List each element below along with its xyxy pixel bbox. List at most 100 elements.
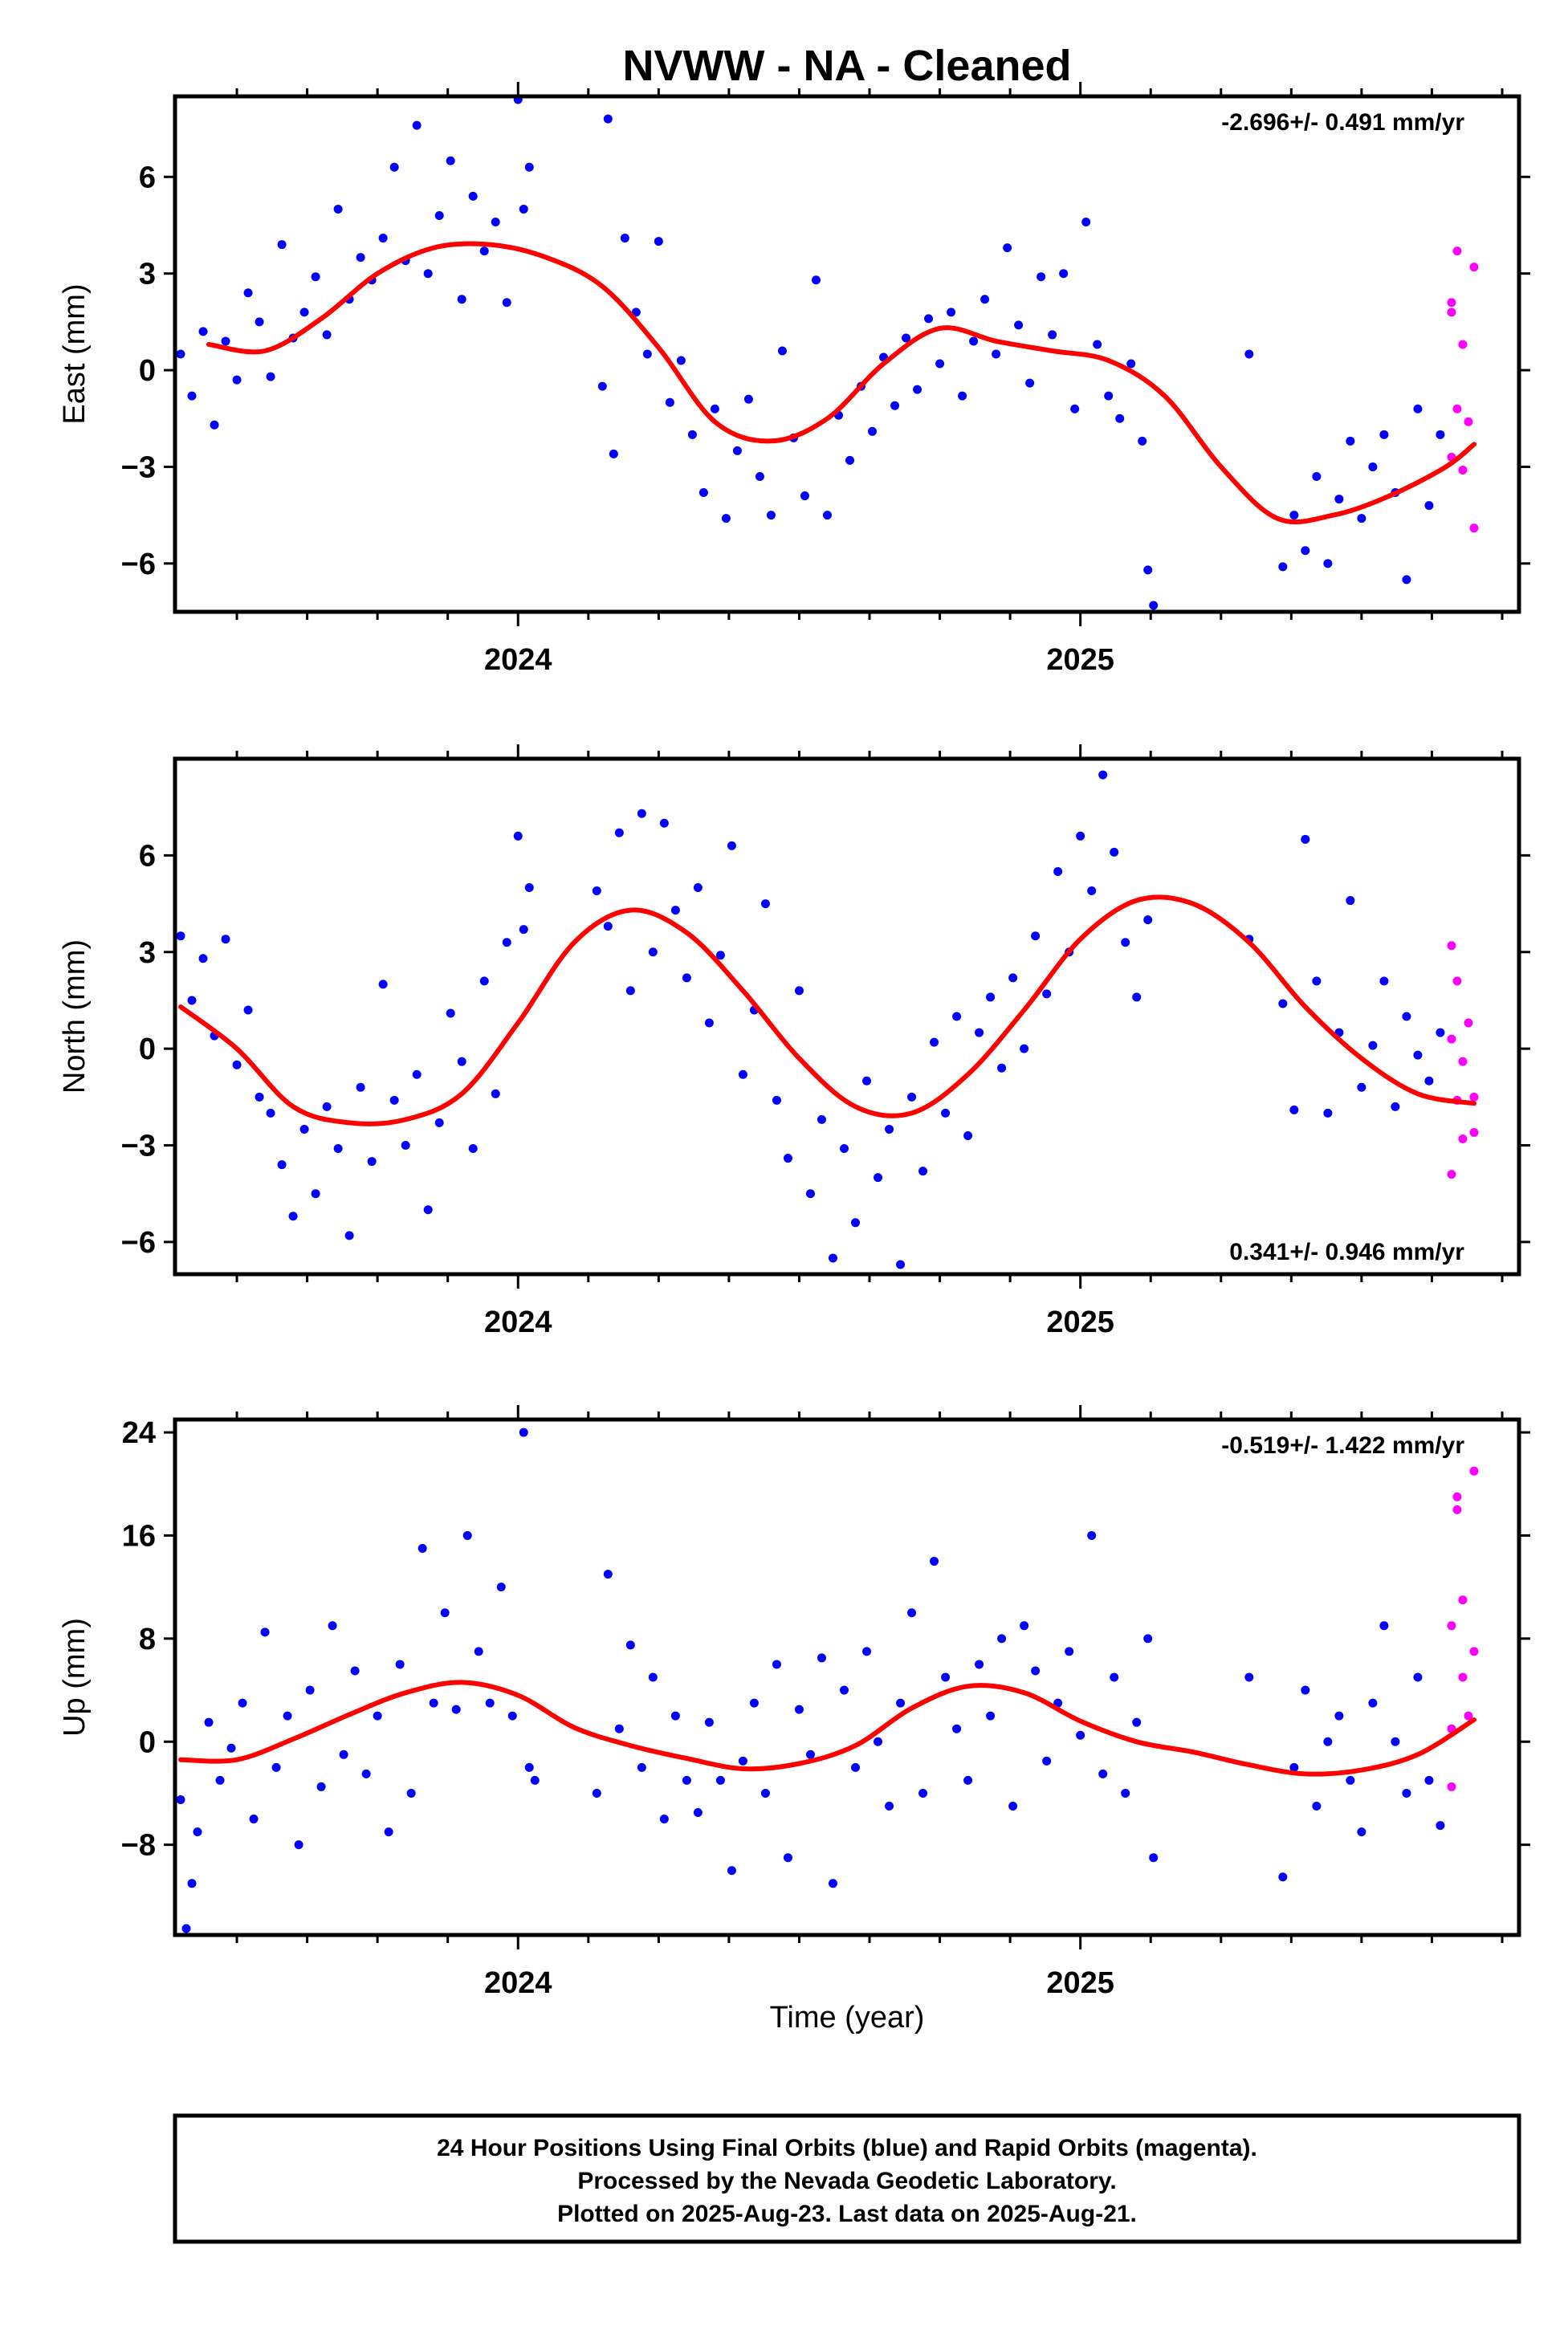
east-final-point [1070, 404, 1080, 413]
north-xtick-label: 2024 [484, 1306, 552, 1339]
up-final-point [1278, 1872, 1288, 1882]
up-final-point [1031, 1666, 1041, 1676]
east-rapid-point [1452, 246, 1462, 256]
up-final-point [839, 1685, 849, 1695]
up-final-point [1424, 1775, 1434, 1785]
up-final-point [930, 1557, 939, 1566]
north-final-point [446, 1008, 455, 1018]
north-final-point [378, 980, 388, 989]
north-final-point [198, 954, 208, 963]
east-final-point [423, 269, 433, 279]
east-ylabel: East (mm) [58, 283, 92, 424]
north-final-point [682, 973, 691, 983]
up-rapid-point [1464, 1711, 1473, 1721]
east-final-point [446, 156, 455, 165]
up-final-point [794, 1705, 804, 1714]
north-rapid-point [1447, 941, 1456, 951]
north-final-point [659, 818, 669, 828]
east-final-point [277, 240, 287, 250]
footer-box [173, 2113, 1521, 2244]
up-final-point [1087, 1530, 1097, 1540]
east-final-point [457, 295, 466, 304]
east-final-point [811, 275, 821, 285]
up-rapid-point [1452, 1492, 1462, 1501]
up-final-point [462, 1530, 472, 1540]
east-final-point [1402, 575, 1411, 585]
up-final-point [963, 1775, 973, 1785]
north-final-point [952, 1012, 962, 1021]
north-final-point [1132, 992, 1142, 1002]
up-final-point [350, 1666, 360, 1676]
east-final-point [665, 397, 674, 407]
up-final-point [305, 1685, 315, 1695]
east-final-point [1081, 217, 1091, 226]
east-final-point [1059, 269, 1069, 279]
north-final-point [828, 1253, 837, 1263]
north-final-point [1042, 989, 1052, 999]
north-final-point [187, 996, 197, 1005]
north-final-point [468, 1144, 478, 1154]
east-xtick-label: 2024 [484, 643, 552, 677]
east-final-point [654, 237, 663, 246]
up-ytick-label: 24 [122, 1416, 156, 1450]
north-final-point [1008, 973, 1018, 983]
east-final-point [1093, 340, 1102, 349]
north-final-point [997, 1063, 1007, 1073]
north-final-point [727, 841, 736, 850]
up-ytick-label: 16 [122, 1519, 156, 1553]
east-final-point [1037, 272, 1046, 282]
east-final-point [698, 488, 708, 498]
up-final-point [896, 1698, 906, 1708]
up-final-point [181, 1924, 191, 1933]
east-final-point [243, 288, 253, 298]
up-final-point [1413, 1672, 1423, 1682]
up-model-curve [178, 1680, 1476, 1777]
east-final-point [412, 120, 422, 130]
up-final-point [1289, 1762, 1299, 1772]
north-final-point [1402, 1012, 1411, 1021]
north-final-point [255, 1092, 264, 1102]
east-final-point [609, 449, 618, 458]
north-final-point [862, 1076, 872, 1086]
north-final-point [1121, 938, 1130, 947]
up-final-point [1132, 1717, 1142, 1727]
north-final-point [401, 1141, 410, 1150]
up-final-point [1402, 1788, 1411, 1798]
north-final-point [918, 1167, 928, 1176]
east-final-point [597, 381, 607, 391]
north-final-point [603, 922, 613, 931]
up-final-point [440, 1608, 450, 1618]
north-final-point [817, 1114, 826, 1124]
north-ytick-label: −6 [121, 1226, 156, 1260]
east-final-point [620, 234, 629, 243]
east-final-point [958, 391, 967, 401]
east-final-point [468, 191, 478, 201]
north-ytick-label: 3 [139, 936, 156, 970]
up-final-point [524, 1762, 534, 1772]
up-final-point [1312, 1802, 1322, 1811]
north-final-point [963, 1130, 973, 1140]
east-final-point [1126, 359, 1136, 369]
east-final-point [1003, 243, 1012, 253]
east-final-point [890, 401, 900, 410]
up-final-point [1098, 1769, 1108, 1778]
east-final-point [491, 217, 500, 226]
up-final-point [1323, 1737, 1333, 1746]
footer-line-1: 24 Hour Positions Using Final Orbits (bl… [437, 2135, 1257, 2161]
up-final-point [485, 1698, 495, 1708]
north-final-point [783, 1154, 792, 1163]
east-final-point [1278, 562, 1288, 572]
east-final-point [603, 114, 613, 124]
north-final-point [851, 1218, 861, 1228]
up-final-point [1368, 1698, 1378, 1708]
up-final-point [817, 1653, 826, 1663]
up-final-point [828, 1879, 837, 1888]
north-xtick-label: 2025 [1046, 1306, 1114, 1339]
east-final-point [687, 430, 697, 439]
north-final-point [930, 1037, 939, 1047]
north-final-point [1076, 831, 1085, 841]
up-rapid-point [1447, 1782, 1456, 1791]
up-final-point [772, 1660, 781, 1669]
chart-title: NVWW - NA - Cleaned [623, 42, 1072, 90]
north-final-point [1289, 1105, 1299, 1114]
